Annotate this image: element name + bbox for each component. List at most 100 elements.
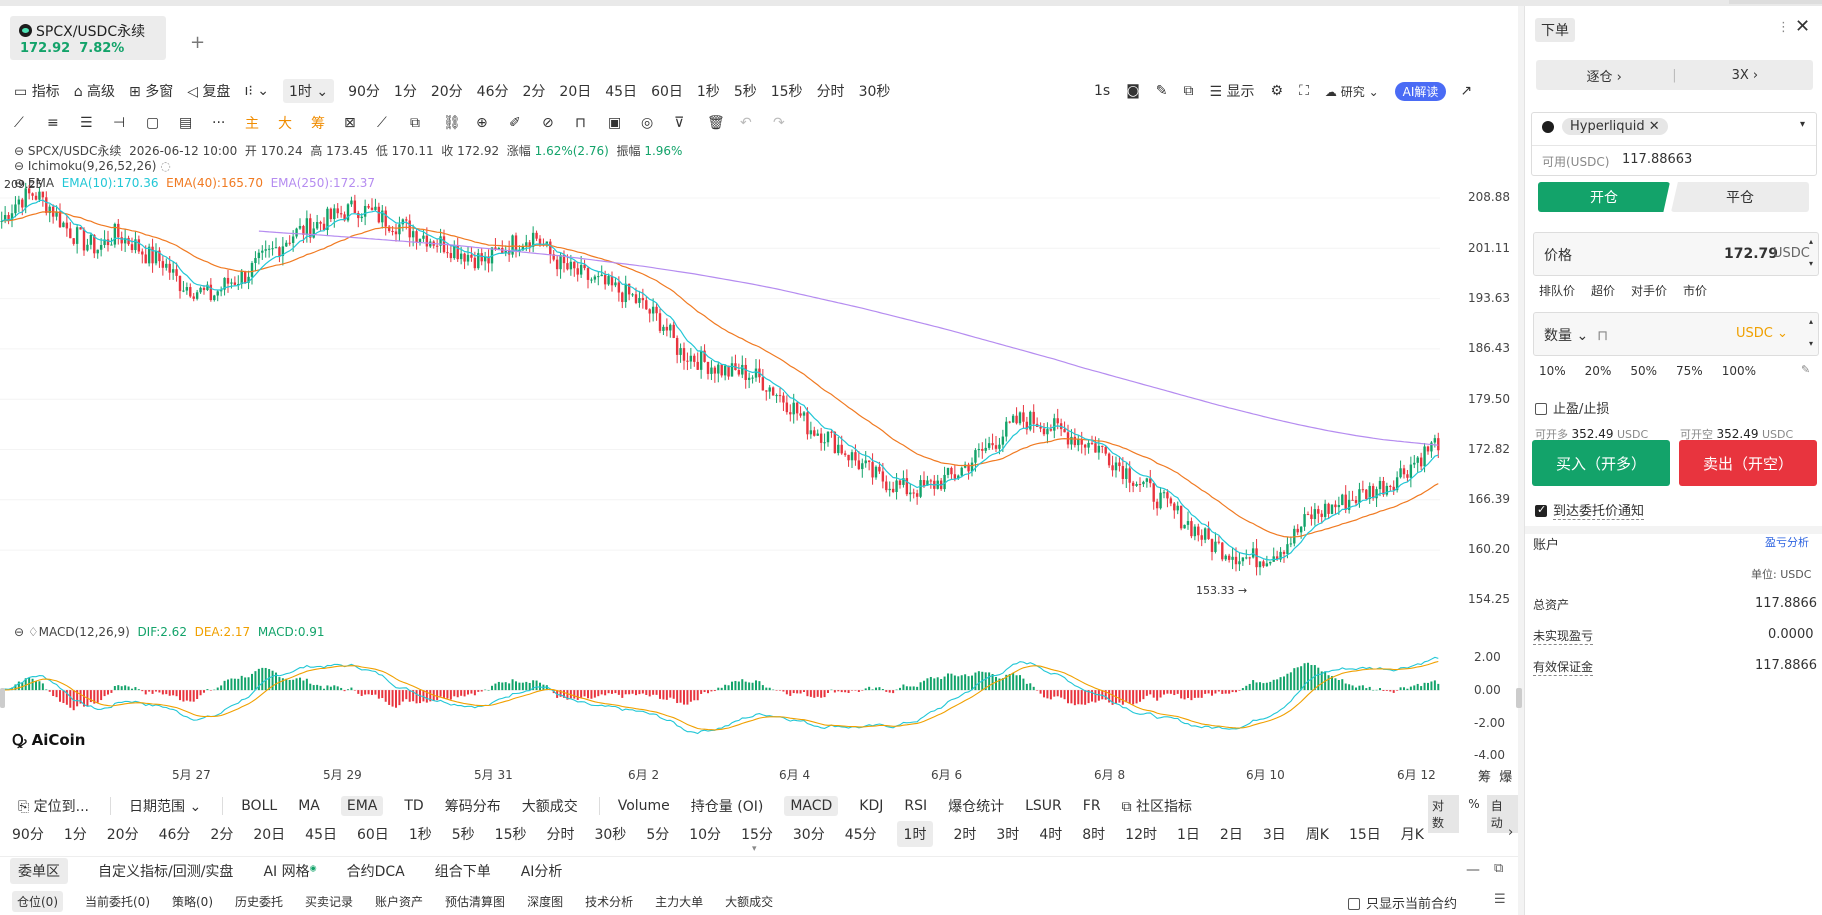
- period-24[interactable]: 1日: [1177, 824, 1200, 844]
- ray-tool-icon[interactable]: ⊣: [113, 115, 146, 131]
- interval-15s[interactable]: 15秒: [771, 81, 803, 101]
- sell-button[interactable]: 卖出（开空）: [1679, 440, 1817, 486]
- subtab-5[interactable]: 账户资产: [375, 893, 423, 910]
- ind-lsur[interactable]: LSUR: [1025, 798, 1062, 814]
- period-16[interactable]: 30分: [793, 824, 825, 844]
- ind-liquidation[interactable]: 爆仓统计: [948, 796, 1004, 816]
- period-4[interactable]: 2分: [210, 824, 233, 844]
- price-down-icon[interactable]: ▾: [1809, 259, 1813, 268]
- filter-icon[interactable]: ⊽: [674, 115, 707, 131]
- ind-volume[interactable]: Volume: [618, 798, 670, 814]
- line-tool-icon[interactable]: ⟋: [14, 115, 47, 131]
- ruler-icon[interactable]: ⟋: [377, 115, 410, 131]
- export-icon[interactable]: ↗: [1460, 83, 1472, 99]
- ai-interpret-button[interactable]: AI解读: [1395, 82, 1447, 101]
- price-opt-queue[interactable]: 排队价: [1539, 282, 1575, 299]
- pen-icon[interactable]: ✎: [1156, 83, 1168, 99]
- indicator-button[interactable]: ▭ 指标: [14, 81, 60, 101]
- notify-checkbox[interactable]: 到达委托价通知: [1535, 500, 1644, 519]
- tab-dca[interactable]: 合约DCA: [347, 861, 405, 881]
- price-opt-counter[interactable]: 对手价: [1631, 282, 1667, 299]
- interval-select[interactable]: 1时 ⌄: [283, 79, 334, 103]
- qty-up-icon[interactable]: ▴: [1809, 317, 1813, 326]
- magnet-icon[interactable]: ◎: [641, 115, 674, 131]
- period-5[interactable]: 20日: [253, 824, 285, 844]
- price-input[interactable]: 价格 172.79 USDC ▴ ▾: [1533, 232, 1819, 276]
- period-3[interactable]: 46分: [159, 824, 191, 844]
- subtab-0[interactable]: 仓位(0): [12, 891, 63, 912]
- tab-custom-indicators[interactable]: 自定义指标/回测/实盘: [98, 861, 233, 881]
- margin-mode-select[interactable]: 逐仓 ›: [1536, 66, 1672, 85]
- tab-ai-analysis[interactable]: AI分析: [521, 861, 563, 881]
- replay-button[interactable]: ◁ 复盘: [187, 81, 230, 101]
- interval-1m[interactable]: 1分: [394, 81, 417, 101]
- period-21[interactable]: 4时: [1039, 824, 1062, 844]
- price-opt-market[interactable]: 市价: [1683, 282, 1707, 299]
- interval-30s[interactable]: 30秒: [859, 81, 891, 101]
- pnl-analysis-link[interactable]: 盈亏分析: [1765, 534, 1809, 550]
- camera-icon[interactable]: ◙: [1126, 83, 1140, 99]
- redo-icon[interactable]: ↷: [773, 115, 806, 131]
- tab-orders[interactable]: 委单区: [10, 858, 68, 884]
- subtab-3[interactable]: 历史委托: [235, 893, 283, 910]
- period-17[interactable]: 45分: [845, 824, 877, 844]
- pct-10[interactable]: 10%: [1539, 364, 1566, 378]
- period-25[interactable]: 2日: [1220, 824, 1243, 844]
- fullscreen-icon[interactable]: ⛶: [1299, 83, 1309, 99]
- undo-icon[interactable]: ↶: [740, 115, 773, 131]
- copy-icon[interactable]: ⧉: [410, 115, 443, 131]
- period-11[interactable]: 分时: [546, 824, 574, 844]
- pct-100[interactable]: 100%: [1722, 364, 1756, 378]
- pct-50[interactable]: 50%: [1630, 364, 1657, 378]
- quantity-input[interactable]: 数量 ⌄ ⊓ USDC ⌄ ▴ ▾: [1533, 312, 1819, 356]
- period-7[interactable]: 60日: [357, 824, 389, 844]
- period-1[interactable]: 1分: [64, 824, 87, 844]
- trash-icon[interactable]: 🗑: [707, 115, 740, 131]
- date-range-button[interactable]: 日期范围 ⌄: [129, 796, 201, 816]
- more-tools-icon[interactable]: ···: [212, 115, 245, 131]
- period-13[interactable]: 5分: [646, 824, 669, 844]
- interval-60d[interactable]: 60日: [651, 81, 683, 101]
- measure-icon[interactable]: ⊠: [344, 115, 377, 131]
- ind-oi[interactable]: 持仓量 (OI): [691, 796, 764, 816]
- ind-big-trades[interactable]: 大额成交: [522, 796, 578, 816]
- pct-75[interactable]: 75%: [1676, 364, 1703, 378]
- exchange-chip[interactable]: Hyperliquid ✕: [1562, 118, 1668, 135]
- ind-fr[interactable]: FR: [1083, 798, 1101, 814]
- advanced-button[interactable]: ⌂ 高级: [74, 81, 115, 101]
- big-order-icon[interactable]: 大: [278, 113, 311, 133]
- display-button[interactable]: ☰ 显示: [1210, 81, 1255, 101]
- edit-icon[interactable]: ✎: [1801, 363, 1810, 376]
- period-29[interactable]: 月K: [1401, 824, 1424, 844]
- period-15[interactable]: 15分: [741, 824, 773, 844]
- exchange-dropdown-icon[interactable]: ▾: [1800, 119, 1805, 130]
- rect-tool-icon[interactable]: ▢: [146, 115, 179, 131]
- chart-type-icon[interactable]: ı⁝ ⌄: [244, 83, 269, 99]
- more-icon[interactable]: ⋮: [1777, 20, 1790, 35]
- period-18[interactable]: 1时: [897, 821, 934, 847]
- subtab-8[interactable]: 技术分析: [585, 893, 633, 910]
- period-10[interactable]: 15秒: [495, 824, 527, 844]
- settings-icon[interactable]: ⚙: [1271, 83, 1284, 99]
- left-edge-handle[interactable]: [0, 688, 5, 708]
- ind-community[interactable]: ⧉ 社区指标: [1122, 796, 1192, 816]
- ind-kdj[interactable]: KDJ: [859, 798, 883, 814]
- add-tab-icon[interactable]: +: [190, 32, 205, 53]
- ind-chip[interactable]: 筹码分布: [445, 796, 501, 816]
- period-14[interactable]: 10分: [689, 824, 721, 844]
- ind-boll[interactable]: BOLL: [241, 798, 277, 814]
- popout-icon[interactable]: ⧉: [1494, 861, 1503, 876]
- fib-tool-icon[interactable]: ▤: [179, 115, 212, 131]
- period-2[interactable]: 20分: [107, 824, 139, 844]
- subtab-1[interactable]: 当前委托(0): [85, 893, 150, 910]
- period-27[interactable]: 周K: [1306, 824, 1329, 844]
- brush-icon[interactable]: ✐: [509, 115, 542, 131]
- subtab-4[interactable]: 买卖记录: [305, 893, 353, 910]
- interval-90m[interactable]: 90分: [348, 81, 380, 101]
- period-23[interactable]: 12时: [1125, 824, 1157, 844]
- sec-toggle[interactable]: 1s: [1094, 83, 1110, 99]
- only-current-checkbox[interactable]: 只显示当前合约: [1348, 893, 1457, 912]
- qty-down-icon[interactable]: ▾: [1809, 339, 1813, 348]
- multi-window-button[interactable]: ⊞ 多窗: [129, 81, 173, 101]
- main-force-icon[interactable]: 主: [245, 113, 278, 133]
